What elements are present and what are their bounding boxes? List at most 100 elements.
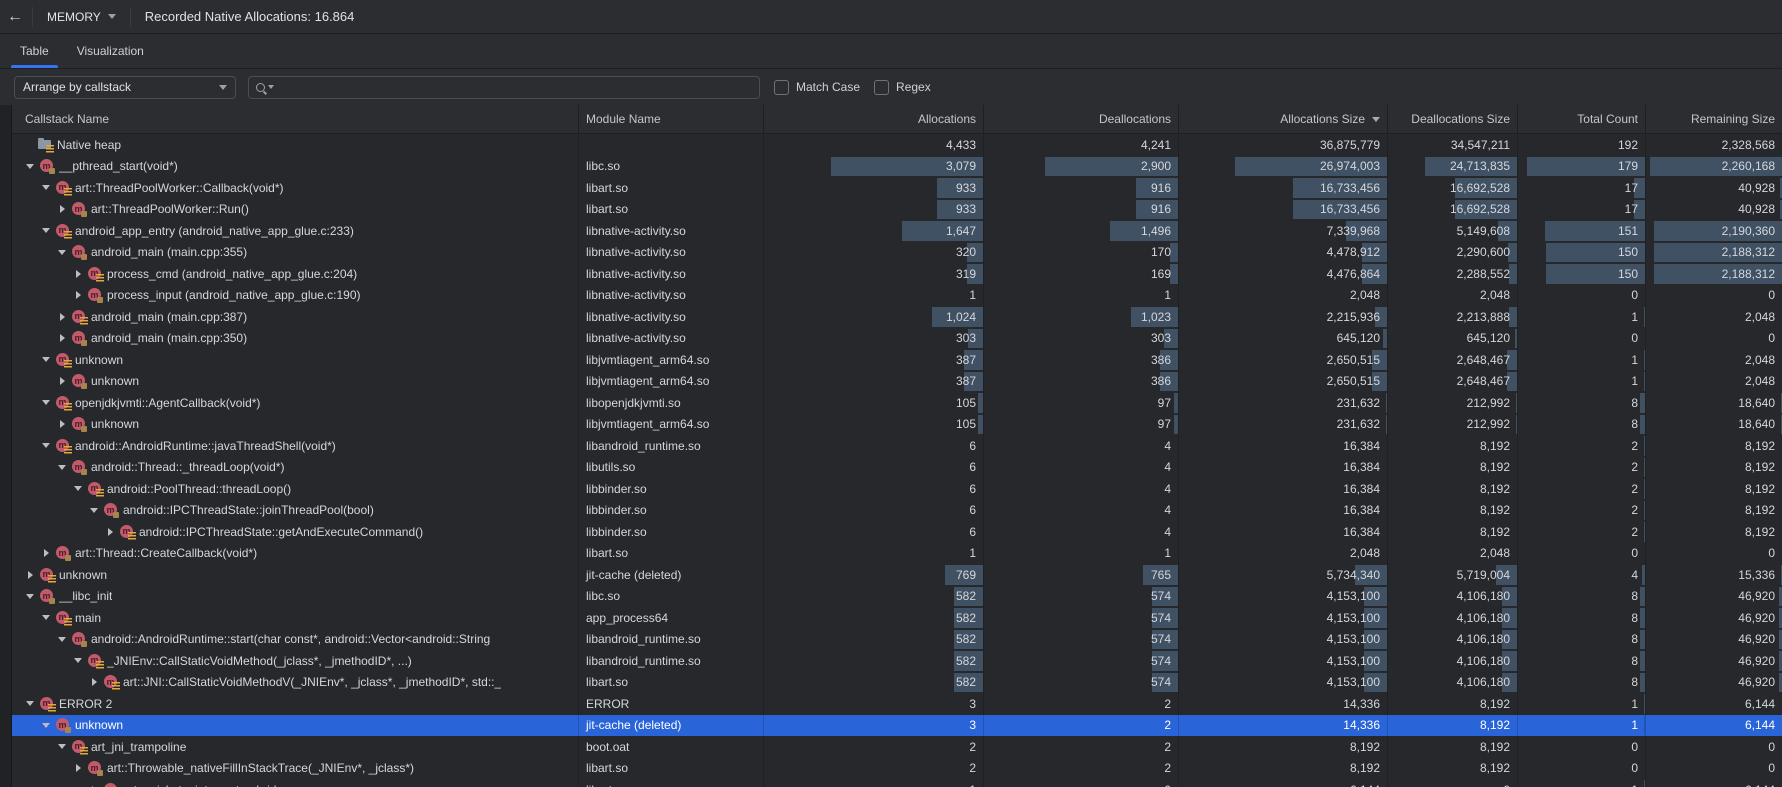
deallocSize-value: 8,192 (1480, 740, 1510, 754)
tree-expanded-icon[interactable] (38, 400, 54, 405)
tree-expanded-icon[interactable] (86, 508, 102, 513)
allocSize-cell: 16,384 (1178, 521, 1387, 543)
column-header-allocSize[interactable]: Allocations Size (1178, 105, 1387, 133)
search-box[interactable] (248, 76, 760, 99)
tree-expanded-icon[interactable] (54, 250, 70, 255)
memory-session-dropdown[interactable]: MEMORY (35, 0, 128, 33)
tree-expanded-icon[interactable] (22, 594, 38, 599)
square-badge-icon (65, 555, 71, 561)
column-header-total[interactable]: Total Count (1517, 105, 1645, 133)
tree-expanded-icon[interactable] (54, 637, 70, 642)
column-header-dealloc[interactable]: Deallocations (983, 105, 1178, 133)
allocSize-value: 16,384 (1343, 460, 1380, 474)
column-header-module[interactable]: Module Name (578, 105, 763, 133)
alloc-cell: 3 (763, 715, 983, 737)
lines-badge-icon (64, 618, 72, 626)
tree-collapsed-icon[interactable] (54, 334, 70, 342)
allocSize-value: 16,384 (1343, 439, 1380, 453)
tree-expanded-icon[interactable] (38, 185, 54, 190)
tree-collapsed-icon[interactable] (70, 291, 86, 299)
tree-expanded-icon[interactable] (38, 723, 54, 728)
tab-table[interactable]: Table (11, 34, 58, 68)
tree-expanded-icon[interactable] (38, 357, 54, 362)
back-button[interactable]: ← (0, 8, 30, 26)
deallocSize-value: 24,713,835 (1450, 159, 1510, 173)
remaining-cell: 2,188,312 (1645, 263, 1782, 285)
tree-collapsed-icon[interactable] (38, 549, 54, 557)
tree-expanded-icon[interactable] (70, 486, 86, 491)
regex-checkbox[interactable]: Regex (874, 80, 931, 95)
arrange-by-dropdown[interactable]: Arrange by callstack (14, 76, 236, 99)
tree-expanded-icon[interactable] (54, 465, 70, 470)
table-row[interactable]: mart_quick_to_interpreter_bridgelibart.s… (12, 779, 1782, 787)
tree-expanded-icon[interactable] (54, 744, 70, 749)
tree-collapsed-icon[interactable] (54, 420, 70, 428)
search-input[interactable] (280, 79, 752, 95)
tree-collapsed-icon[interactable] (86, 678, 102, 686)
column-header-name[interactable]: Callstack Name (12, 105, 578, 133)
tree-expanded-icon[interactable] (38, 443, 54, 448)
checkbox-icon[interactable] (774, 80, 789, 95)
tree-collapsed-icon[interactable] (22, 571, 38, 579)
tree-expanded-icon[interactable] (22, 701, 38, 706)
total-cell: 192 (1517, 134, 1645, 156)
match-case-checkbox[interactable]: Match Case (774, 80, 860, 95)
tree-expanded-icon[interactable] (38, 228, 54, 233)
tree-collapsed-icon[interactable] (102, 528, 118, 536)
tree-collapsed-icon[interactable] (70, 764, 86, 772)
method-icon-square-badge: m (72, 460, 87, 474)
tree-expanded-icon[interactable] (38, 615, 54, 620)
dealloc-cell: 574 (983, 586, 1178, 608)
checkbox-icon[interactable] (874, 80, 889, 95)
remaining-cell: 6,144 (1645, 693, 1782, 715)
column-header-alloc[interactable]: Allocations (763, 105, 983, 133)
module-cell: app_process64 (578, 607, 763, 629)
table-row[interactable]: m_JNIEnv::CallStaticVoidMethod(_jclass*,… (12, 650, 1782, 672)
tree-collapsed-icon[interactable] (54, 205, 70, 213)
tab-visualization[interactable]: Visualization (68, 34, 153, 68)
tree-collapsed-icon[interactable] (70, 270, 86, 278)
module-cell: ERROR (578, 693, 763, 715)
tree-expanded-icon[interactable] (22, 164, 38, 169)
tree-collapsed-icon[interactable] (54, 377, 70, 385)
column-header-deallocSize[interactable]: Deallocations Size (1387, 105, 1517, 133)
column-header-remaining[interactable]: Remaining Size (1645, 105, 1782, 133)
allocSize-cell: 16,384 (1178, 457, 1387, 479)
tree-collapsed-icon[interactable] (54, 313, 70, 321)
module-name: jit-cache (deleted) (586, 568, 681, 582)
remaining-value: 6,144 (1745, 718, 1775, 732)
tree-expanded-icon[interactable] (70, 658, 86, 663)
search-options-caret-icon[interactable] (268, 85, 274, 89)
